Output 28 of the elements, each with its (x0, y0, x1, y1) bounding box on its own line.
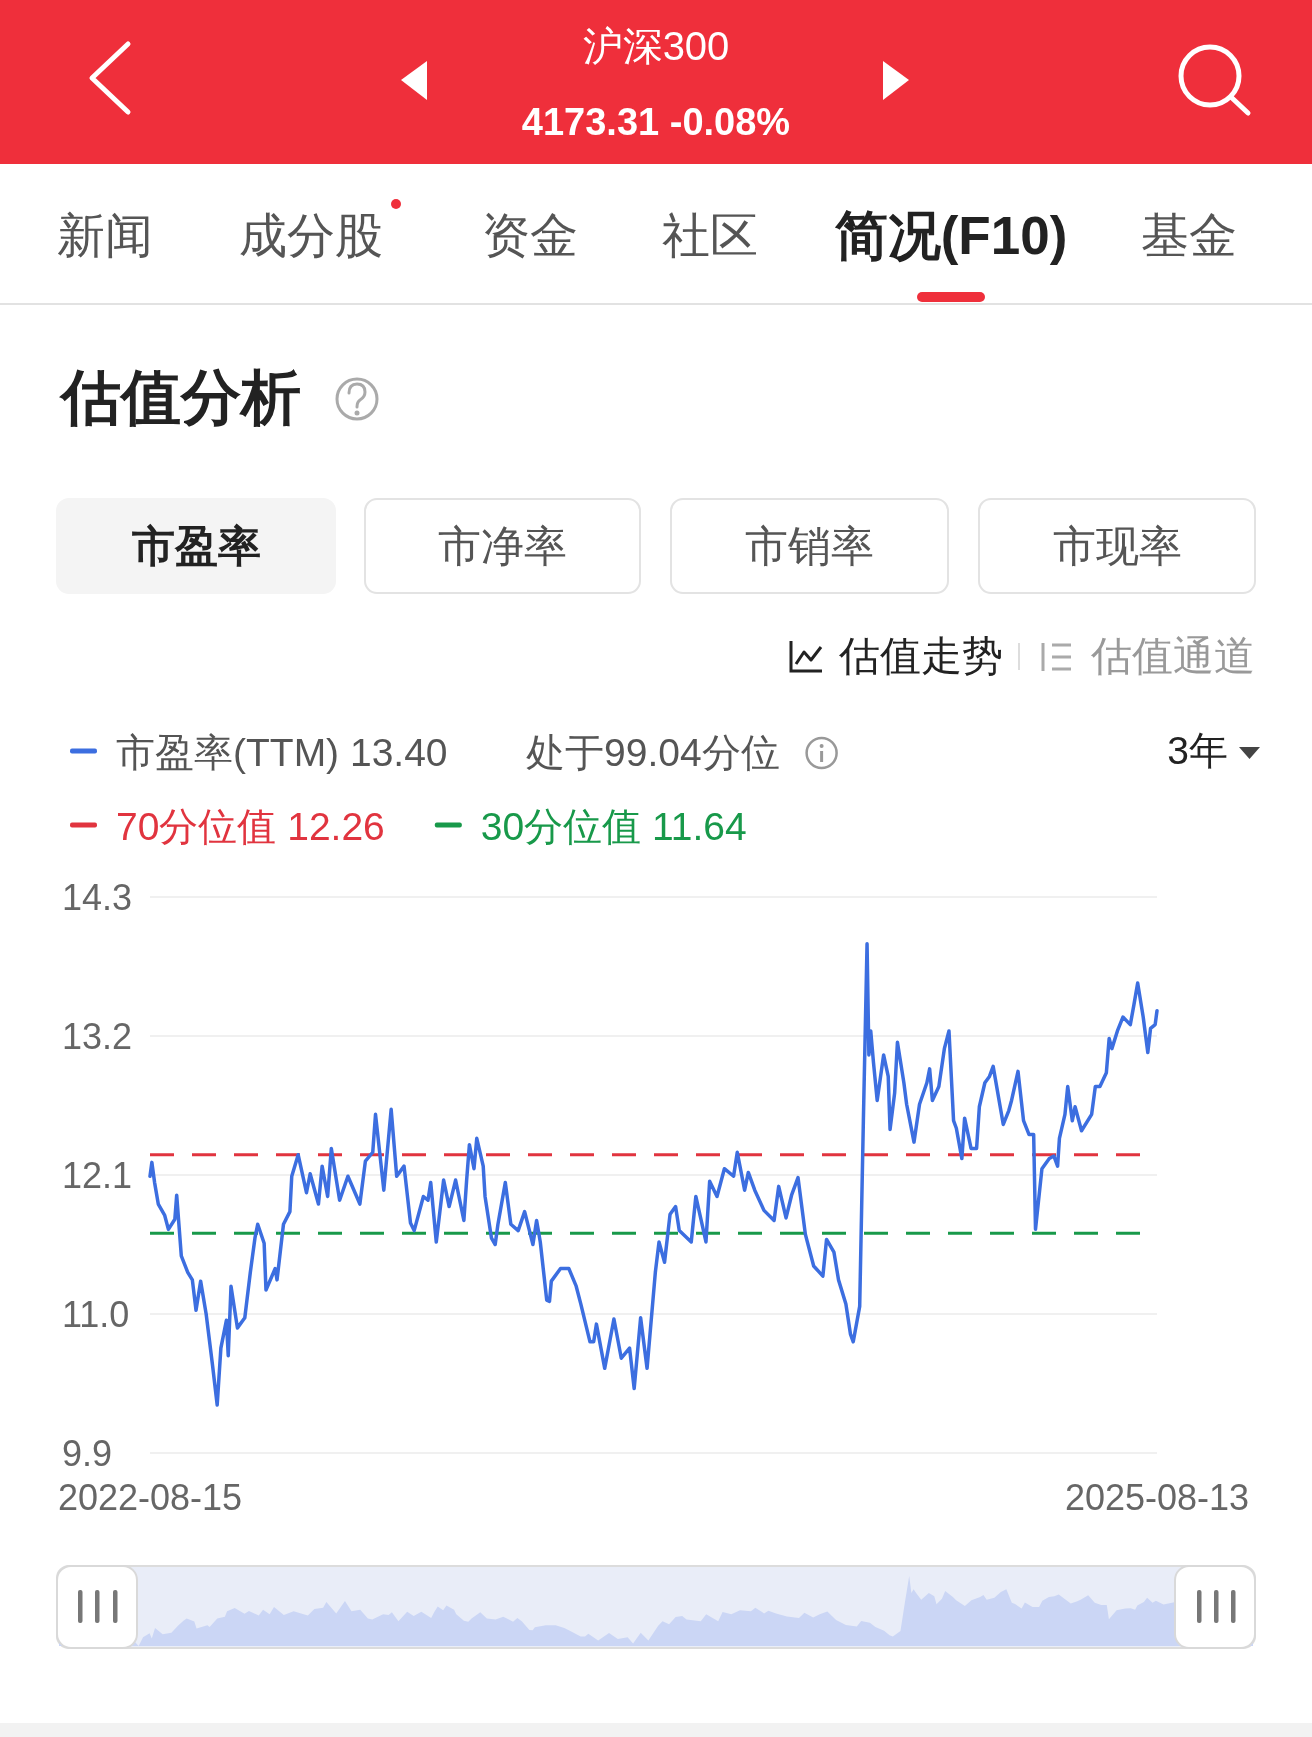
text: 基金 (1141, 208, 1237, 262)
y-tick-label: 11.0 (62, 1293, 130, 1335)
text: 估值通道 (1090, 633, 1255, 679)
text: 资金 (482, 208, 578, 262)
text: 新闻 (57, 208, 153, 262)
x-tick-label: 2025-08-13 (1064, 1476, 1250, 1518)
y-tick-label: 14.3 (62, 876, 133, 918)
text: 社区 (662, 208, 758, 262)
legend-label: 30分位值 11.64 (480, 804, 747, 848)
y-tick-label: 12.1 (62, 1154, 133, 1196)
text: 4173.31 -0.08% (521, 101, 791, 143)
text: 成分股 (239, 208, 383, 262)
text: 市净率 (437, 522, 567, 570)
y-tick-label: 9.9 (62, 1432, 113, 1474)
y-tick-label: 13.2 (62, 1015, 133, 1057)
text: 3年 (1167, 728, 1228, 772)
legend-label: 70分位值 12.26 (116, 804, 385, 848)
chart-title: 估值分析 (59, 363, 301, 431)
text: 市销率 (744, 522, 874, 570)
text: 市盈率 (130, 522, 261, 570)
line-series (148, 942, 1159, 1407)
text: 估值走势 (838, 633, 1003, 679)
x-tick-label: 2022-08-15 (57, 1476, 243, 1518)
text: 市现率 (1052, 522, 1182, 570)
legend-label: 市盈率(TTM) 13.40 (116, 730, 448, 774)
text: 处于99.04分位 (526, 730, 780, 774)
text: 简况(F10) (833, 205, 1068, 265)
text: 沪深300 (582, 24, 730, 68)
